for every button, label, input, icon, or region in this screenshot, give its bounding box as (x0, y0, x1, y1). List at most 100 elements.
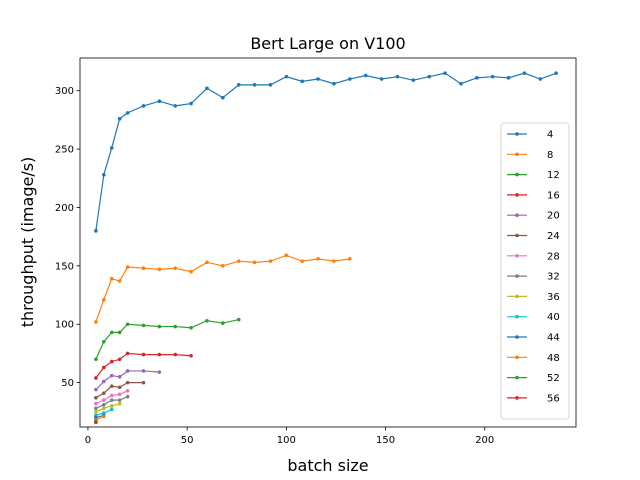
data-point (94, 387, 98, 392)
x-axis: 0 50 100 150 200 (85, 427, 494, 446)
data-point (102, 391, 106, 395)
legend-marker (515, 254, 519, 258)
data-point (125, 351, 130, 356)
legend-marker (515, 396, 519, 400)
data-point (522, 71, 527, 75)
y-tick-label: 150 (55, 261, 74, 272)
data-point (173, 104, 178, 108)
data-point (109, 330, 114, 335)
data-point (94, 396, 98, 400)
data-point (109, 276, 114, 281)
data-point (221, 321, 225, 325)
data-point (157, 267, 162, 272)
series-16 (94, 351, 193, 380)
legend-label: 48 (547, 353, 560, 364)
legend-label: 44 (547, 333, 560, 344)
data-point (268, 259, 273, 263)
data-point (157, 324, 162, 329)
series-layer (94, 71, 558, 425)
data-point (189, 101, 193, 106)
legend-label: 40 (547, 312, 560, 323)
y-tick-label: 300 (55, 86, 74, 97)
data-point (173, 266, 178, 270)
data-point (141, 380, 146, 385)
data-point (379, 77, 384, 81)
data-point (125, 369, 130, 373)
data-point (117, 398, 122, 402)
series-24 (94, 380, 146, 400)
data-point (109, 373, 114, 378)
x-tick-label: 50 (181, 435, 194, 446)
data-point (554, 71, 558, 75)
data-point (94, 376, 98, 380)
legend-label: 16 (547, 190, 560, 201)
data-point (109, 359, 114, 364)
legend-marker (515, 274, 519, 278)
series-line-4 (95, 72, 557, 231)
data-point (157, 352, 162, 357)
data-point (205, 86, 209, 91)
data-point (109, 146, 114, 150)
data-point (268, 83, 273, 87)
legend-marker (515, 314, 519, 319)
data-point (411, 78, 416, 82)
legend-label: 52 (547, 373, 560, 384)
plot-area-frame (79, 57, 577, 428)
data-point (117, 385, 122, 390)
data-point (173, 324, 178, 329)
legend-item-28: 28 (507, 251, 560, 262)
series-40 (94, 407, 114, 418)
data-point (506, 76, 511, 80)
series-32 (94, 394, 130, 411)
legend-item-36: 36 (507, 292, 560, 303)
series-4 (94, 71, 558, 233)
data-point (102, 403, 106, 407)
data-point (102, 406, 106, 411)
data-point (221, 95, 225, 100)
data-point (94, 357, 98, 362)
legend-label: 4 (547, 130, 553, 141)
series-36 (94, 401, 122, 414)
legend-item-8: 8 (507, 150, 553, 161)
data-point (109, 384, 114, 388)
legend-marker (515, 132, 519, 136)
data-point (109, 404, 114, 408)
legend-label: 32 (547, 272, 560, 283)
chart-title: Bert Large on V100 (250, 34, 405, 53)
data-point (94, 410, 98, 414)
data-point (348, 257, 352, 261)
legend-marker (515, 172, 519, 177)
legend-item-24: 24 (507, 231, 560, 242)
data-point (117, 116, 122, 121)
data-point (459, 81, 463, 86)
series-56 (94, 420, 98, 425)
y-tick-label: 50 (61, 378, 74, 389)
data-point (205, 260, 209, 265)
data-point (427, 74, 431, 79)
data-point (117, 401, 122, 406)
data-point (221, 264, 225, 268)
data-point (109, 407, 114, 412)
data-point (252, 83, 257, 87)
data-point (125, 389, 130, 393)
legend-item-40: 40 (507, 312, 560, 323)
data-point (141, 352, 146, 357)
legend-item-4: 4 (507, 130, 553, 141)
data-point (236, 259, 241, 263)
legend-marker (515, 193, 519, 197)
data-point (157, 99, 162, 104)
legend-marker (515, 152, 519, 157)
data-point (117, 279, 122, 283)
x-tick-label: 150 (376, 435, 395, 446)
data-point (332, 259, 336, 263)
series-28 (94, 389, 130, 406)
data-point (125, 322, 130, 327)
legend-marker (515, 233, 519, 238)
legend-marker (515, 213, 519, 217)
data-point (125, 394, 130, 399)
series-line-12 (95, 318, 239, 360)
data-point (102, 339, 106, 344)
x-tick-label: 100 (277, 435, 296, 446)
series-8 (94, 253, 352, 324)
